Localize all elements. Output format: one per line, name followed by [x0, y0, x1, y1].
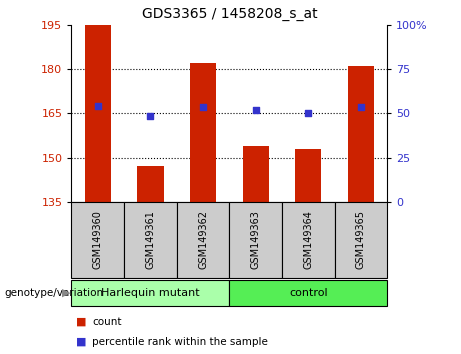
- Bar: [137, 166, 164, 202]
- Bar: [295, 149, 321, 202]
- Bar: [190, 63, 216, 202]
- Text: ■: ■: [76, 317, 87, 327]
- Text: percentile rank within the sample: percentile rank within the sample: [92, 337, 268, 347]
- Bar: [229, 202, 282, 278]
- Bar: [348, 66, 374, 202]
- Text: control: control: [289, 288, 328, 298]
- Title: GDS3365 / 1458208_s_at: GDS3365 / 1458208_s_at: [142, 7, 317, 21]
- Point: [94, 103, 101, 109]
- Text: GSM149361: GSM149361: [145, 210, 155, 269]
- Text: genotype/variation: genotype/variation: [5, 288, 104, 298]
- Text: GSM149365: GSM149365: [356, 210, 366, 269]
- Bar: [124, 202, 177, 278]
- Text: count: count: [92, 317, 122, 327]
- Bar: [229, 280, 387, 306]
- Bar: [71, 280, 229, 306]
- Text: ▶: ▶: [62, 288, 71, 298]
- Point: [357, 104, 365, 110]
- Bar: [335, 202, 387, 278]
- Bar: [71, 202, 124, 278]
- Bar: [177, 202, 229, 278]
- Text: GSM149363: GSM149363: [251, 210, 260, 269]
- Text: GSM149364: GSM149364: [303, 210, 313, 269]
- Text: ■: ■: [76, 337, 87, 347]
- Point: [147, 113, 154, 119]
- Point: [252, 108, 260, 113]
- Bar: [282, 202, 335, 278]
- Text: Harlequin mutant: Harlequin mutant: [101, 288, 200, 298]
- Point: [199, 104, 207, 110]
- Text: GSM149362: GSM149362: [198, 210, 208, 269]
- Bar: [85, 25, 111, 202]
- Point: [305, 110, 312, 116]
- Bar: [242, 146, 269, 202]
- Text: GSM149360: GSM149360: [93, 210, 103, 269]
